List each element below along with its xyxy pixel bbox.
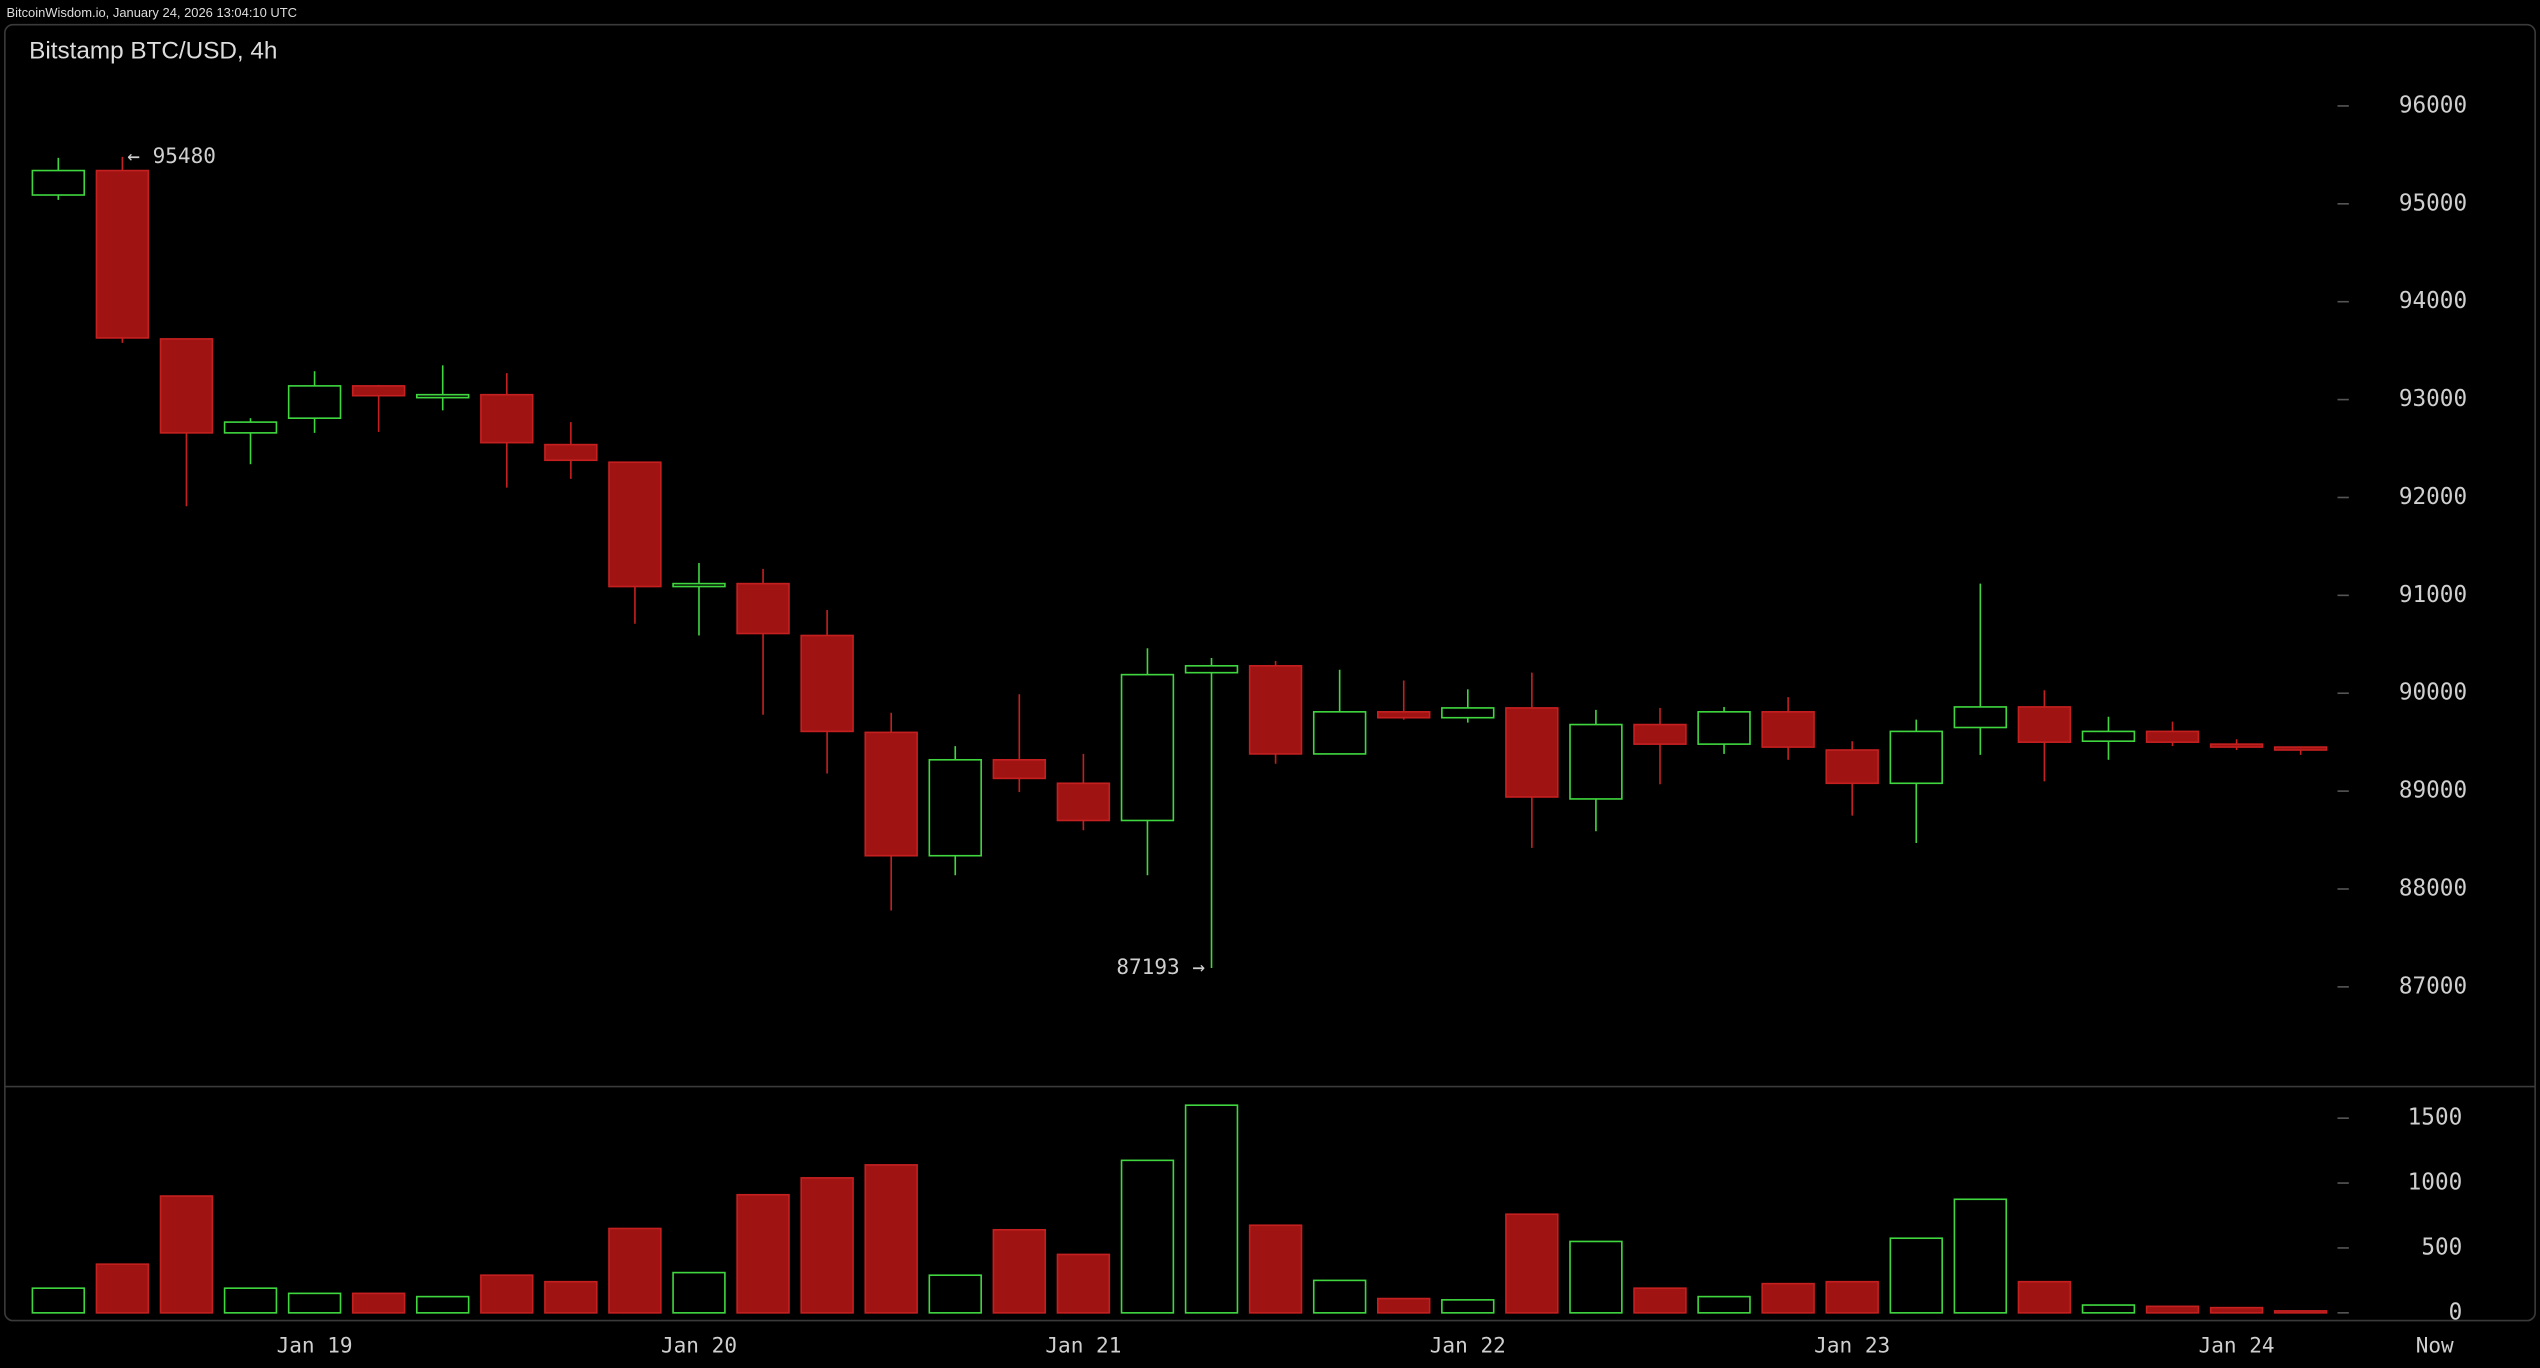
candle-body — [1376, 711, 1431, 719]
y-tick-label: 95000 — [2399, 190, 2467, 216]
candle-body — [2145, 730, 2200, 743]
candle-body — [1056, 782, 1111, 822]
candle-body — [31, 169, 86, 196]
candle-body — [1312, 711, 1367, 755]
x-tick-label: Jan 20 — [661, 1333, 737, 1358]
candle-body — [1184, 665, 1239, 674]
x-tick-label: Jan 22 — [1430, 1333, 1506, 1358]
volume-bar — [415, 1295, 470, 1314]
y-tick-label: 87000 — [2399, 973, 2467, 999]
candle-body — [223, 421, 278, 434]
candle-body — [800, 634, 854, 733]
now-label: Now — [2416, 1333, 2454, 1358]
x-tick-label: Jan 19 — [277, 1333, 353, 1358]
volume-bar — [1825, 1280, 1879, 1314]
candle-body — [1633, 723, 1687, 745]
volume-tick-label: 0 — [2449, 1299, 2463, 1325]
high-annotation: ← 95480 — [127, 143, 216, 168]
y-tick-label: 96000 — [2399, 92, 2467, 118]
volume-bar — [1056, 1253, 1111, 1314]
candle-body — [1953, 706, 2008, 729]
volume-bar — [1184, 1104, 1239, 1314]
candle-body — [544, 443, 598, 462]
volume-bar — [1248, 1224, 1303, 1314]
y-tick-label: 93000 — [2399, 386, 2467, 412]
volume-bar — [1120, 1159, 1175, 1314]
volume-bar — [2209, 1306, 2264, 1314]
candle-body — [736, 582, 790, 635]
candle-body — [928, 758, 982, 857]
volume-bar — [351, 1292, 406, 1314]
candle-body — [2081, 730, 2136, 743]
candle-body — [1120, 673, 1175, 822]
y-tick-label: 91000 — [2399, 582, 2467, 608]
x-tick-label: Jan 21 — [1045, 1333, 1121, 1358]
candle-body — [480, 393, 534, 444]
volume-bar — [31, 1287, 86, 1314]
volume-bar — [2273, 1310, 2328, 1314]
candle-body — [95, 169, 150, 339]
y-tick-label: 94000 — [2399, 288, 2467, 314]
candle-body — [415, 393, 470, 399]
volume-bar — [2017, 1280, 2072, 1314]
volume-bar — [1761, 1282, 1815, 1314]
candle-body — [351, 385, 406, 397]
volume-tick-label: 1500 — [2408, 1105, 2463, 1131]
candle-body — [864, 731, 918, 857]
volume-bar — [544, 1280, 598, 1314]
volume-bar — [1441, 1299, 1495, 1314]
candle-body — [159, 338, 214, 434]
volume-bar — [608, 1227, 662, 1314]
volume-bar — [672, 1271, 726, 1314]
volume-bar — [800, 1177, 854, 1314]
candle-body — [2273, 746, 2328, 751]
candle-body — [1761, 711, 1815, 748]
candle-body — [2209, 743, 2264, 748]
volume-bar — [2145, 1305, 2200, 1314]
candle-body — [672, 582, 726, 588]
volume-bar — [287, 1292, 342, 1314]
y-tick-label: 90000 — [2399, 680, 2467, 706]
volume-bar — [1312, 1279, 1367, 1314]
volume-bar — [1505, 1213, 1559, 1314]
volume-bar — [1889, 1237, 1943, 1314]
volume-bar — [2081, 1304, 2136, 1314]
header: BitcoinWisdom.io, January 24, 2026 13:04… — [6, 5, 297, 20]
volume-bar — [736, 1193, 790, 1314]
y-tick-label: 88000 — [2399, 875, 2467, 901]
candle-body — [1248, 665, 1303, 755]
volume-tick-label: 500 — [2421, 1234, 2462, 1260]
candle-body — [608, 461, 662, 588]
x-tick-label: Jan 24 — [2199, 1333, 2275, 1358]
candle-body — [1505, 707, 1559, 798]
candle-body — [1569, 723, 1623, 800]
volume-bar — [992, 1228, 1047, 1314]
volume-bar — [864, 1164, 918, 1314]
volume-bar — [95, 1263, 150, 1314]
y-tick-label: 92000 — [2399, 484, 2467, 510]
x-tick-label: Jan 23 — [1814, 1333, 1890, 1358]
volume-bar — [1376, 1297, 1431, 1314]
volume-bar — [1569, 1240, 1623, 1314]
candle-body — [2017, 706, 2072, 743]
low-annotation: 87193 → — [1116, 954, 1205, 979]
y-tick-label: 89000 — [2399, 778, 2467, 804]
volume-bar — [1697, 1295, 1751, 1314]
candle-body — [1889, 730, 1943, 785]
volume-bar — [159, 1195, 214, 1314]
candle-body — [1441, 707, 1495, 719]
candle-body — [992, 758, 1047, 780]
volume-tick-label: 1000 — [2408, 1170, 2463, 1196]
candle-body — [1825, 749, 1879, 785]
candle-body — [287, 385, 342, 419]
volume-bar — [1633, 1287, 1687, 1314]
candle-body — [1697, 711, 1751, 745]
volume-bar — [928, 1274, 982, 1314]
volume-bar — [223, 1287, 278, 1314]
volume-bar — [480, 1274, 534, 1314]
chart-title: Bitstamp BTC/USD, 4h — [29, 38, 277, 65]
volume-bar — [1953, 1198, 2008, 1314]
